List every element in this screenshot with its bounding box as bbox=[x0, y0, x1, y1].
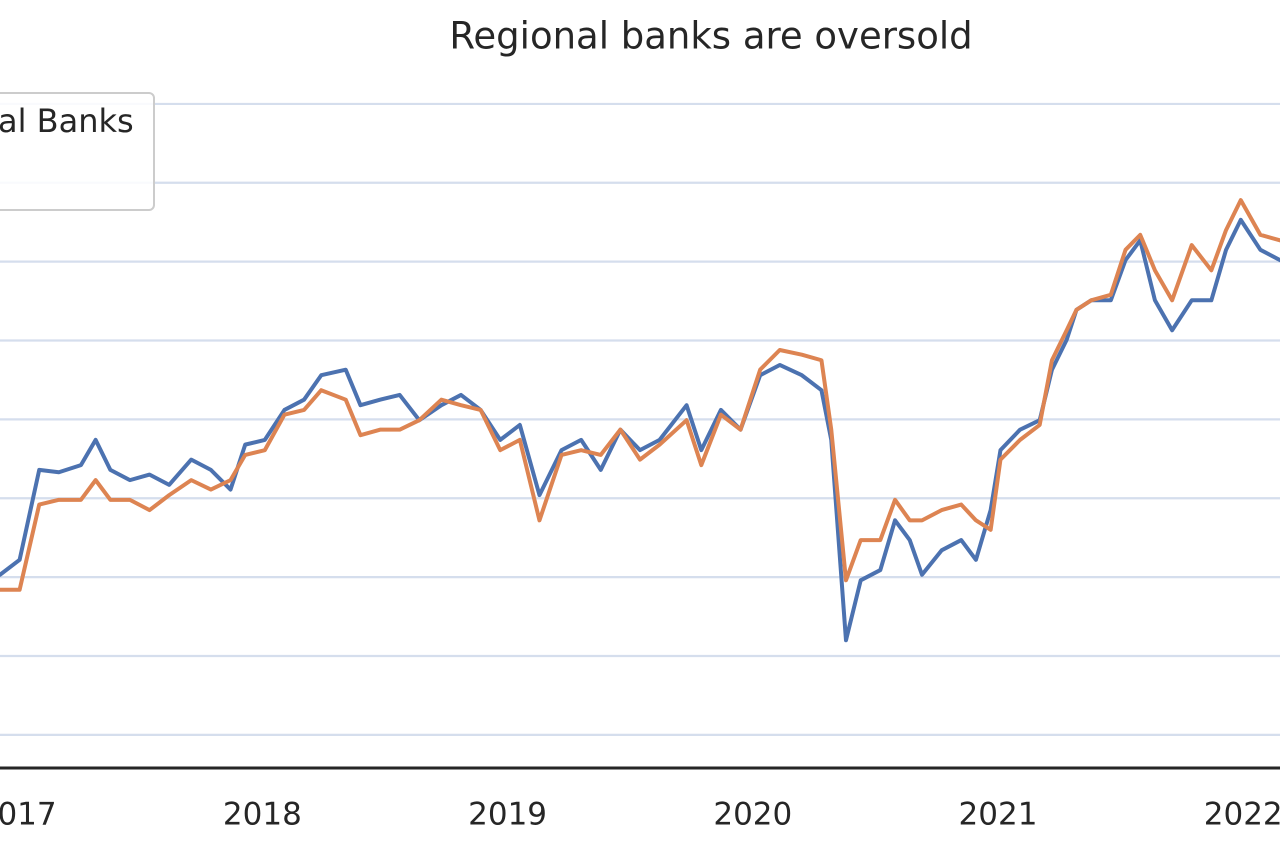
x-axis: 2017 2018 2019 2020 2021 2022 bbox=[0, 766, 1280, 833]
x-tick-label: 2020 bbox=[713, 797, 792, 833]
grid bbox=[0, 102, 1280, 736]
legend-label: al Banks bbox=[0, 102, 134, 140]
x-tick-label: 2022 bbox=[1204, 797, 1280, 833]
x-tick-label: 2021 bbox=[959, 797, 1038, 833]
chart-title: Regional banks are oversold bbox=[449, 15, 972, 58]
x-tick-label: 2019 bbox=[468, 797, 547, 833]
x-tick-label: 2017 bbox=[0, 797, 57, 833]
series-line bbox=[0, 198, 1280, 592]
legend-box bbox=[0, 92, 155, 211]
plot-area bbox=[0, 198, 1280, 643]
x-tick-label: 2018 bbox=[223, 797, 302, 833]
legend: al Banks bbox=[0, 92, 155, 211]
